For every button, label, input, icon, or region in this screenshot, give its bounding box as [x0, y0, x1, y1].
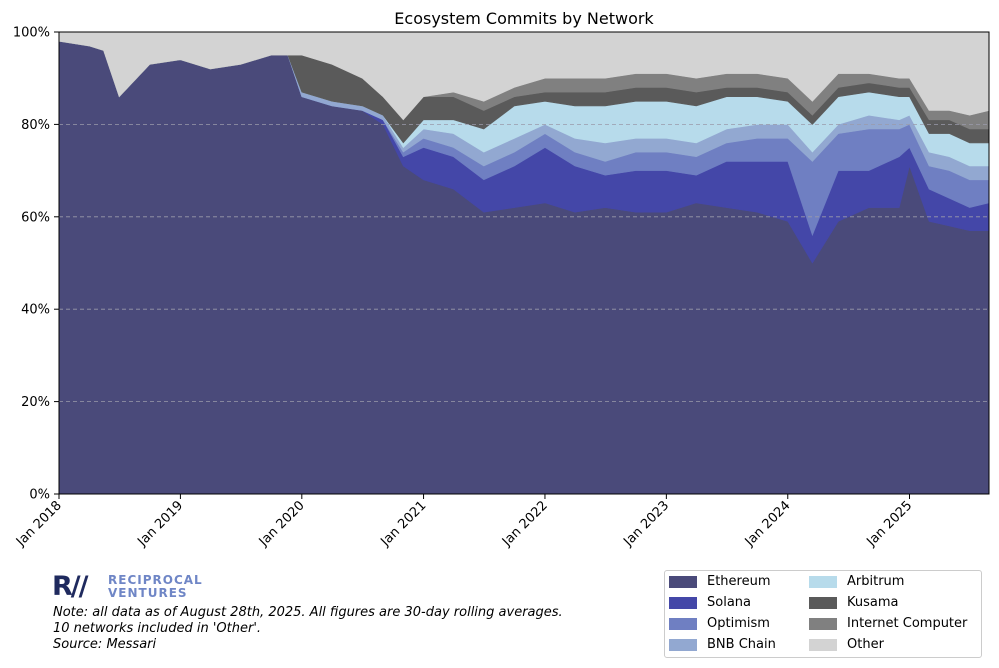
y-tick-label-20: 20%: [21, 395, 50, 410]
plot-frame: [58, 31, 990, 495]
legend-label-optimism: Optimism: [707, 616, 770, 631]
legend-label-kusama: Kusama: [847, 595, 899, 610]
y-tick-label-0: 0%: [29, 488, 50, 503]
y-tick-label-60: 60%: [21, 210, 50, 225]
legend-swatch-internet-computer: [809, 618, 837, 630]
legend-label-other: Other: [847, 637, 884, 652]
y-tick-label-40: 40%: [21, 303, 50, 318]
x-tick-label-2022: Jan 2022: [499, 498, 551, 550]
x-tick-label-2024: Jan 2024: [742, 498, 794, 550]
logo-wordmark: RECIPROCAL VENTURES: [108, 574, 203, 600]
legend-label-bnb-chain: BNB Chain: [707, 637, 776, 652]
x-tick-label-2019: Jan 2019: [134, 498, 186, 550]
logo-line-1: RECIPROCAL: [108, 573, 203, 587]
chart-gridlines: [59, 124, 989, 403]
legend-label-arbitrum: Arbitrum: [847, 574, 905, 589]
y-tick-label-100: 100%: [13, 26, 50, 41]
note-line-2: 10 networks included in 'Other'.: [53, 621, 262, 636]
chart-footnotes: Note: all data as of August 28th, 2025. …: [53, 605, 563, 653]
x-axis: Jan 2018 Jan 2019 Jan 2020 Jan 2021 Jan 2022…: [13, 494, 915, 550]
logo-mark: R//: [52, 571, 88, 602]
y-axis: 0% 20% 40% 60% 80% 100%: [13, 26, 59, 503]
legend-swatch-kusama: [809, 597, 837, 609]
x-tick-label-2023: Jan 2023: [620, 498, 672, 550]
chart-title: Ecosystem Commits by Network: [394, 9, 654, 28]
legend-label-ethereum: Ethereum: [707, 574, 771, 589]
y-tick-label-80: 80%: [21, 118, 50, 133]
note-line-1: Note: all data as of August 28th, 2025. …: [53, 605, 563, 620]
x-tick-label-2021: Jan 2021: [378, 498, 430, 550]
note-line-3: Source: Messari: [53, 637, 157, 652]
legend-swatch-solana: [669, 597, 697, 609]
x-tick-label-2018: Jan 2018: [13, 498, 65, 550]
legend-swatch-ethereum: [669, 576, 697, 588]
legend-swatch-bnb-chain: [669, 639, 697, 651]
chart-areas: [58, 31, 990, 495]
legend-swatch-arbitrum: [809, 576, 837, 588]
legend-swatch-other: [809, 639, 837, 651]
x-tick-label-2020: Jan 2020: [256, 498, 308, 550]
legend-swatch-optimism: [669, 618, 697, 630]
legend-label-internet-computer: Internet Computer: [847, 616, 968, 631]
logo-line-2: VENTURES: [108, 586, 188, 600]
chart-legend: Ethereum Solana Optimism BNB Chain Arbitrum K…: [664, 570, 982, 658]
legend-label-solana: Solana: [707, 595, 751, 610]
x-tick-label-2025: Jan 2025: [864, 498, 916, 550]
